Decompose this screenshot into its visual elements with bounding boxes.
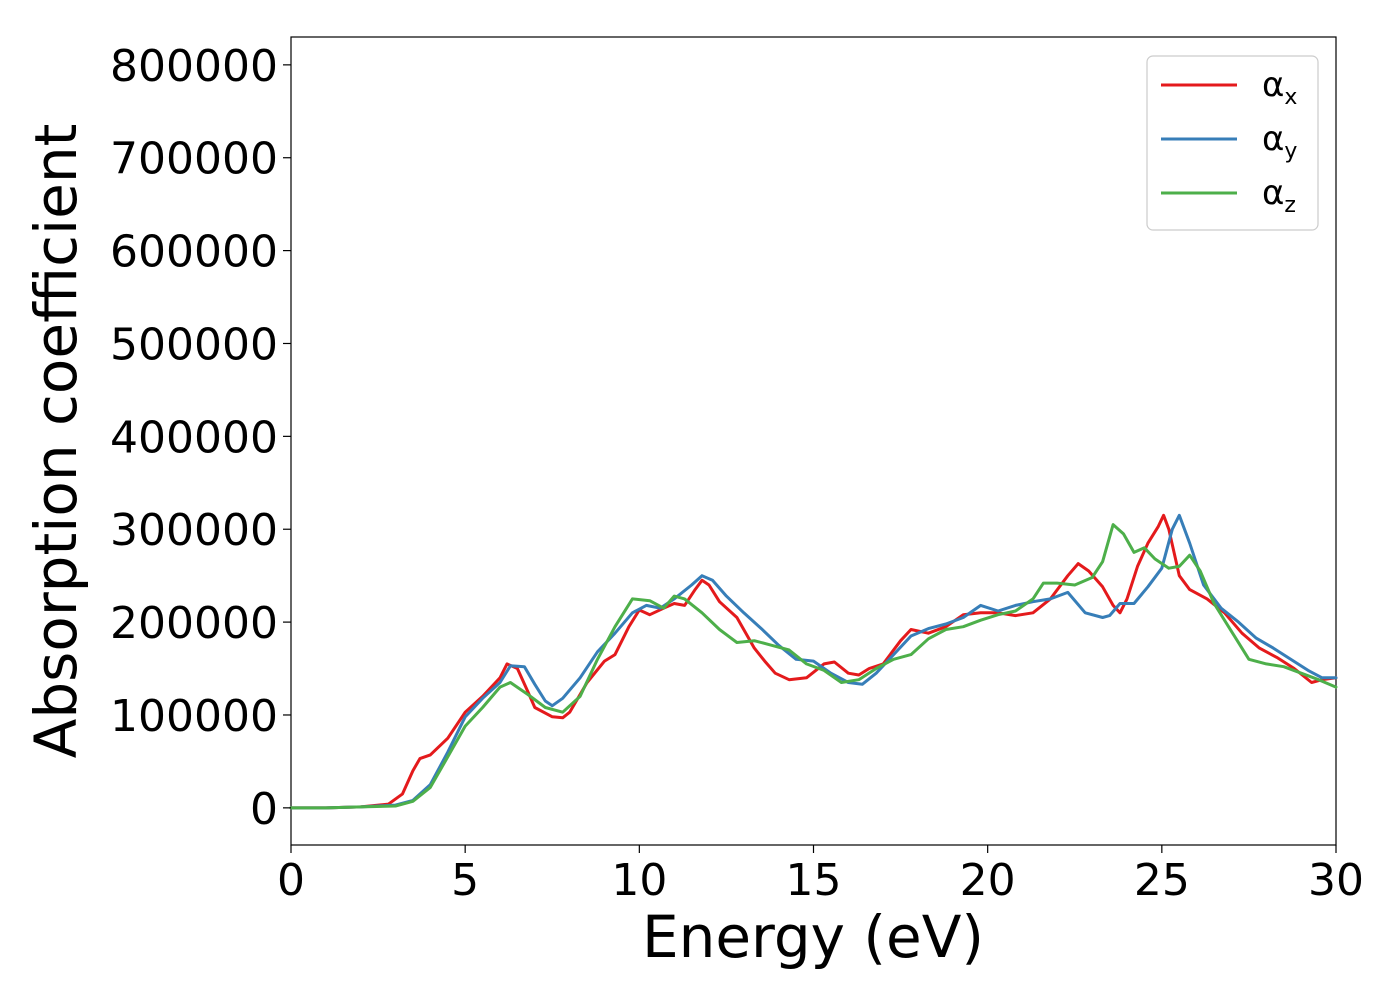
series-line-y bbox=[289, 513, 1338, 810]
y-tick-label: 600000 bbox=[110, 227, 278, 278]
y-tick-label: 300000 bbox=[110, 505, 278, 556]
tick-layer: 0 5 10 15 20 25 30 0 100000 200000 300000 400000 500… bbox=[110, 41, 1364, 906]
y-tick-label: 200000 bbox=[110, 598, 278, 649]
legend-box bbox=[1146, 55, 1319, 231]
x-tick-label: 15 bbox=[786, 855, 842, 906]
x-tick-label: 20 bbox=[960, 855, 1016, 906]
y-tick-label: 0 bbox=[250, 784, 278, 835]
legend-label-x: αx bbox=[1262, 65, 1297, 110]
x-tick-label: 10 bbox=[611, 855, 667, 906]
series-layer bbox=[289, 513, 1338, 810]
x-tick-label: 0 bbox=[277, 855, 305, 906]
y-axis-label: Absorption coefficient bbox=[22, 124, 90, 759]
x-axis-label: Energy (eV) bbox=[642, 903, 984, 971]
x-tick-label: 30 bbox=[1308, 855, 1364, 906]
x-tick-label: 5 bbox=[451, 855, 479, 906]
legend-label-y: αy bbox=[1262, 119, 1297, 164]
y-tick-label: 500000 bbox=[110, 319, 278, 370]
y-tick-label: 100000 bbox=[110, 691, 278, 742]
y-tick-label: 700000 bbox=[110, 134, 278, 185]
y-tick-label: 400000 bbox=[110, 412, 278, 463]
x-tick-label: 25 bbox=[1134, 855, 1190, 906]
legend: αx αy αz bbox=[1146, 55, 1319, 231]
y-tick-label: 800000 bbox=[110, 41, 278, 92]
series-line-z bbox=[289, 523, 1338, 810]
legend-label-z: αz bbox=[1262, 173, 1296, 218]
